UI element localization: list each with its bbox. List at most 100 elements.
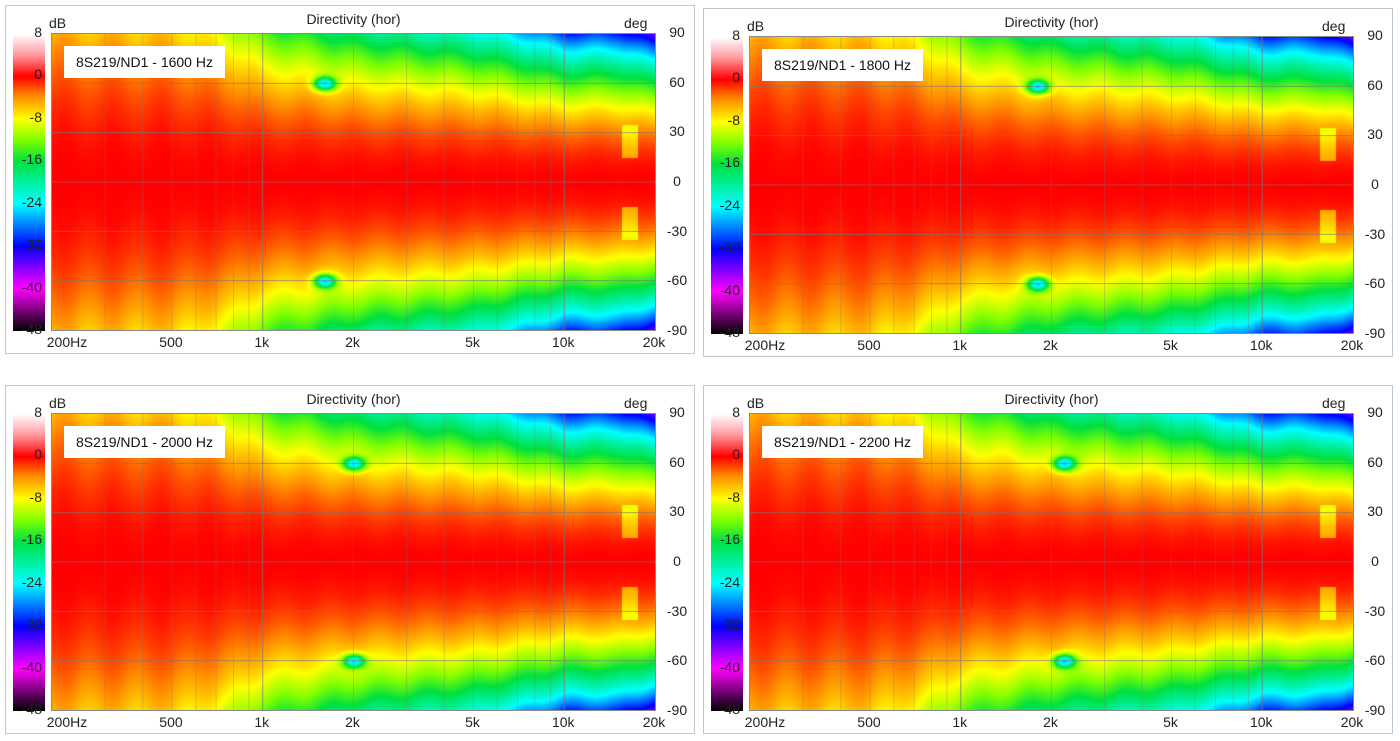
y-tick: -60 <box>666 272 688 289</box>
directivity-panel-1600: Directivity (hor) dB deg 8 0 -8 -16 -24 -32 -4… <box>5 5 695 354</box>
y-tick: -90 <box>1364 702 1386 718</box>
deg-unit-label: deg <box>1322 18 1346 34</box>
y-tick: 90 <box>1367 404 1383 420</box>
x-tick: 500 <box>159 714 183 730</box>
colorbar-tick: -48 <box>719 324 740 340</box>
deg-unit-label: deg <box>624 395 648 411</box>
colorbar-tick: 8 <box>34 404 42 420</box>
colorbar-tick: 0 <box>34 66 42 83</box>
heatmap-plot: 8S219/ND1 - 1800 Hz <box>749 36 1354 334</box>
y-tick: 30 <box>1367 503 1383 520</box>
colorbar-tick: -16 <box>21 151 42 168</box>
x-tick: 200Hz <box>744 337 786 353</box>
legend-label: 8S219/ND1 - 1800 Hz <box>762 49 923 81</box>
y-tick: -60 <box>666 652 688 669</box>
colorbar-tick: -48 <box>21 321 42 337</box>
x-tick: 5k <box>465 334 480 350</box>
y-tick: 90 <box>1367 27 1383 43</box>
y-tick: 90 <box>669 404 685 420</box>
legend-label: 8S219/ND1 - 1600 Hz <box>64 46 225 78</box>
x-tick: 10k <box>1249 714 1273 730</box>
deg-unit-label: deg <box>1322 395 1346 411</box>
x-tick: 10k <box>551 334 575 350</box>
grid <box>750 37 1353 333</box>
chart-title: Directivity (hor) <box>306 11 401 27</box>
y-tick: -90 <box>666 702 688 718</box>
colorbar-tick: -8 <box>29 488 42 505</box>
colorbar <box>711 37 743 334</box>
heatmap-plot: 8S219/ND1 - 2000 Hz <box>51 413 656 711</box>
colorbar-tick: -8 <box>29 108 42 125</box>
chart-title: Directivity (hor) <box>1004 14 1099 30</box>
y-tick: 60 <box>1367 453 1383 470</box>
y-tick: 0 <box>1371 176 1379 192</box>
x-tick: 20k <box>642 334 666 350</box>
colorbar-tick: -24 <box>21 193 42 210</box>
colorbar-tick: 0 <box>34 446 42 463</box>
grid <box>52 34 655 330</box>
colorbar-tick: 8 <box>34 24 42 40</box>
colorbar-tick: 8 <box>732 27 740 43</box>
colorbar-tick: -40 <box>719 658 740 675</box>
y-tick: 60 <box>1367 76 1383 93</box>
colorbar-tick: -32 <box>719 616 740 633</box>
colorbar-tick: -16 <box>719 154 740 171</box>
x-tick: 20k <box>1340 337 1364 353</box>
y-tick: -30 <box>666 222 688 239</box>
y-tick: 30 <box>669 123 685 140</box>
colorbar-tick: -16 <box>719 531 740 548</box>
colorbar <box>711 414 743 711</box>
y-tick: -90 <box>666 322 688 338</box>
colorbar-tick: -32 <box>21 616 42 633</box>
x-tick: 5k <box>1163 337 1178 353</box>
colorbar-tick: -40 <box>719 281 740 298</box>
x-tick: 5k <box>1163 714 1178 730</box>
db-unit-label: dB <box>49 395 67 411</box>
y-tick: -90 <box>1364 325 1386 341</box>
x-tick: 1k <box>254 714 270 730</box>
x-tick: 2k <box>345 334 360 350</box>
y-tick: 0 <box>673 553 681 569</box>
colorbar-tick: -24 <box>719 573 740 590</box>
y-tick: 0 <box>1371 553 1379 569</box>
x-tick: 2k <box>1043 337 1058 353</box>
colorbar-tick: -40 <box>21 658 42 675</box>
x-tick: 200Hz <box>46 714 88 730</box>
x-tick: 10k <box>1249 337 1273 353</box>
colorbar-tick: -16 <box>21 531 42 548</box>
colorbar-tick: 0 <box>732 69 740 86</box>
y-tick: 30 <box>1367 126 1383 143</box>
x-tick: 200Hz <box>46 334 88 350</box>
legend-label: 8S219/ND1 - 2000 Hz <box>64 426 225 458</box>
x-tick: 1k <box>254 334 270 350</box>
heatmap-plot: 8S219/ND1 - 2200 Hz <box>749 413 1354 711</box>
x-tick: 20k <box>1340 714 1364 730</box>
y-tick: -30 <box>1364 225 1386 242</box>
x-tick: 1k <box>952 337 968 353</box>
colorbar-tick: -40 <box>21 278 42 295</box>
legend-label: 8S219/ND1 - 2200 Hz <box>762 426 923 458</box>
colorbar-tick: -48 <box>719 701 740 717</box>
x-tick: 10k <box>551 714 575 730</box>
x-tick: 2k <box>345 714 360 730</box>
colorbar-tick: -24 <box>719 196 740 213</box>
y-tick: -30 <box>666 602 688 619</box>
x-tick: 500 <box>159 334 183 350</box>
y-tick: 60 <box>669 73 685 90</box>
deg-unit-label: deg <box>624 15 648 31</box>
y-tick: 0 <box>673 173 681 189</box>
chart-title: Directivity (hor) <box>1004 391 1099 407</box>
grid <box>750 414 1353 710</box>
y-tick: 60 <box>669 453 685 470</box>
colorbar-tick: 0 <box>732 446 740 463</box>
colorbar-tick: -8 <box>727 488 740 505</box>
colorbar <box>13 34 45 331</box>
x-tick: 2k <box>1043 714 1058 730</box>
db-unit-label: dB <box>747 395 765 411</box>
y-tick: -30 <box>1364 602 1386 619</box>
heatmap-plot: 8S219/ND1 - 1600 Hz <box>51 33 656 331</box>
db-unit-label: dB <box>747 18 765 34</box>
y-tick: 90 <box>669 24 685 40</box>
grid <box>52 414 655 710</box>
x-tick: 200Hz <box>744 714 786 730</box>
